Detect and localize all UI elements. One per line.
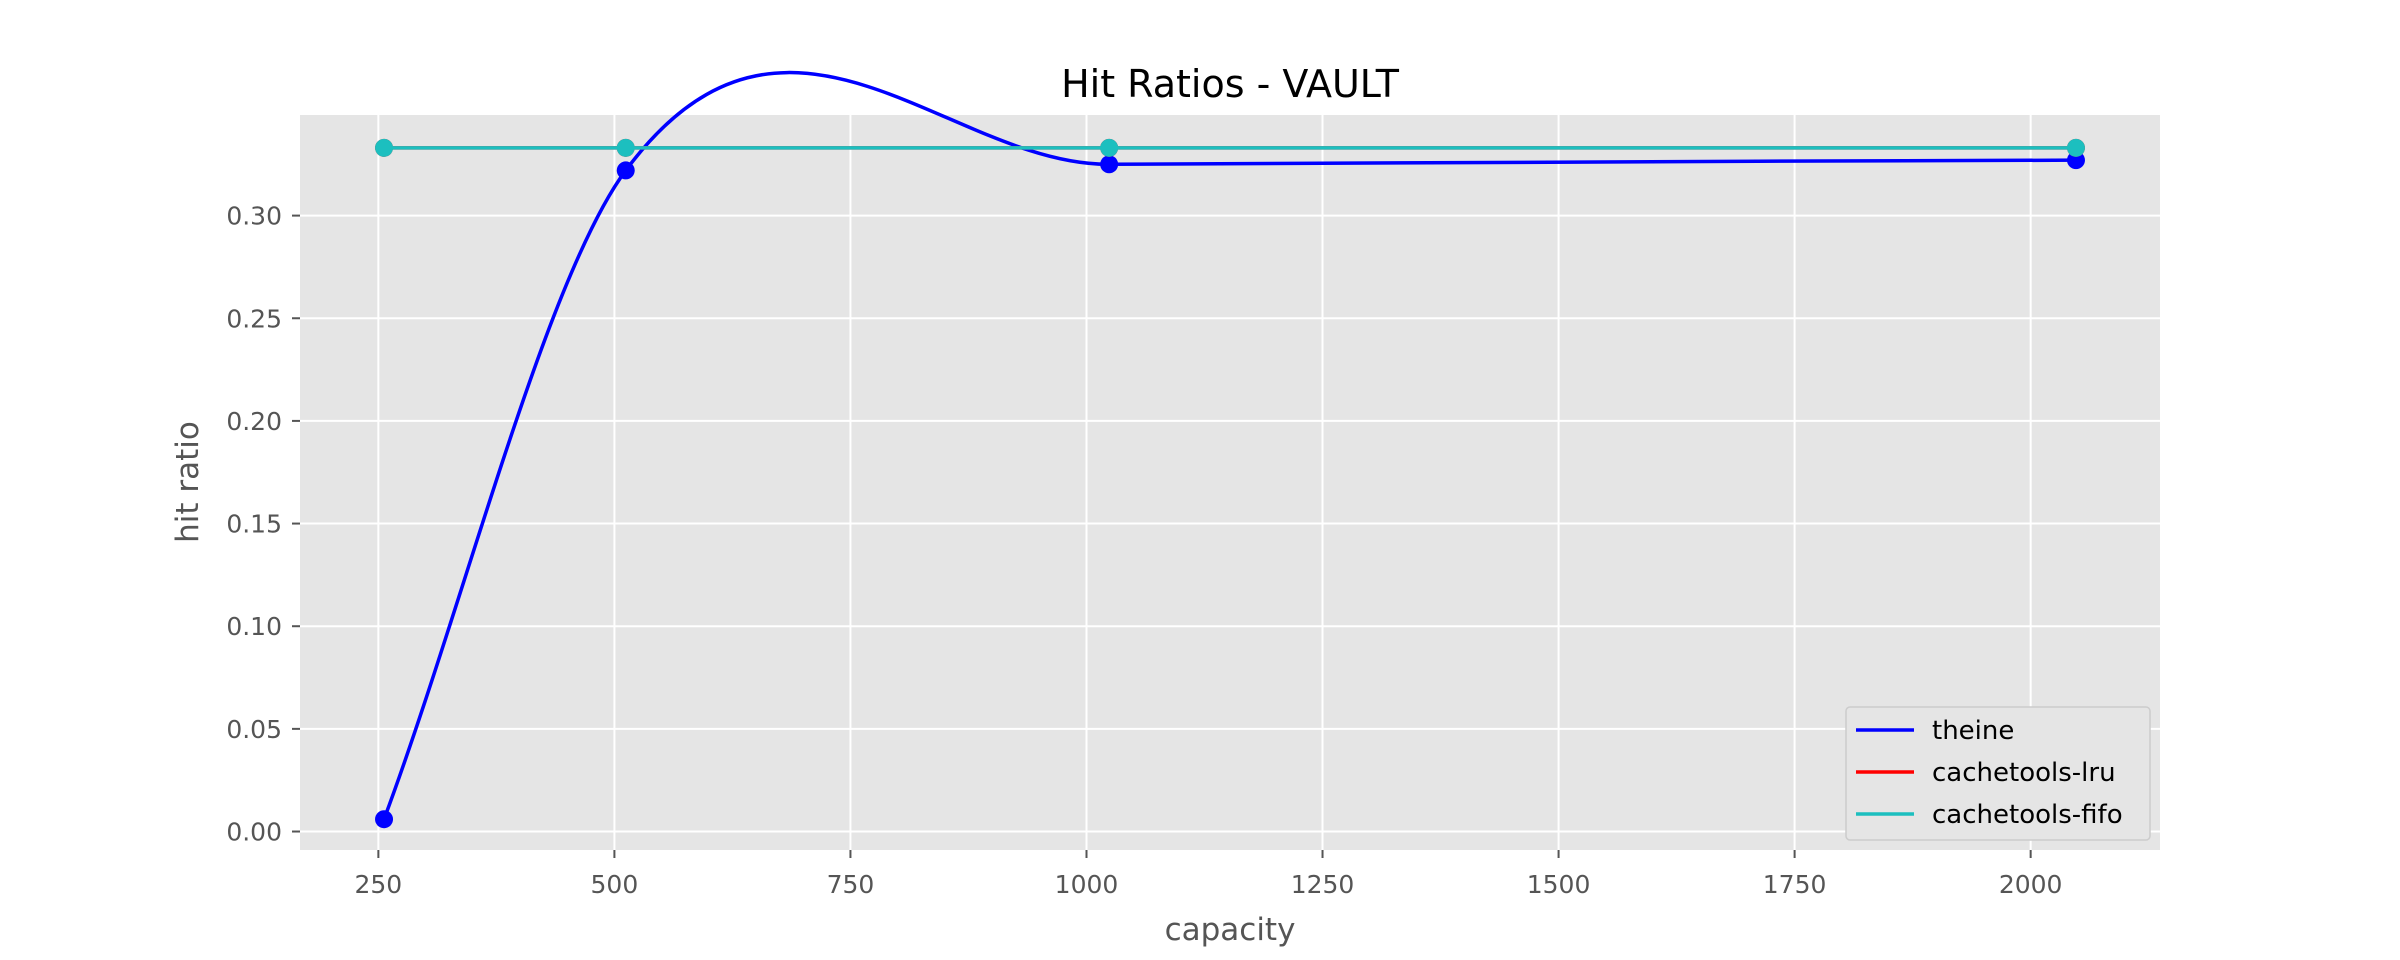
x-axis-label: capacity <box>1165 912 1296 948</box>
legend-label-cachetools-lru: cachetools-lru <box>1932 758 2116 788</box>
legend-label-cachetools-fifo: cachetools-fifo <box>1932 800 2123 830</box>
data-point-theine <box>2066 151 2085 170</box>
x-tick-label: 1750 <box>1763 870 1827 899</box>
data-point-theine <box>375 810 394 829</box>
x-tick-label: 500 <box>591 870 639 899</box>
y-tick-label: 0.10 <box>226 612 282 641</box>
ticks: 250 500 750 1000 1250 1500 1750 2000 0.00 0.05 0.1… <box>226 202 2062 899</box>
y-tick-label: 0.00 <box>226 818 282 847</box>
y-axis-label: hit ratio <box>170 421 206 543</box>
data-point-theine <box>1100 155 1119 174</box>
legend: theine cachetools-lru cachetools-fifo <box>1845 706 2151 841</box>
data-point-cachetools-fifo <box>1100 138 1119 157</box>
x-tick-label: 1250 <box>1291 870 1355 899</box>
y-tick-label: 0.25 <box>226 304 282 333</box>
x-tick-label: 2000 <box>1999 870 2063 899</box>
data-point-cachetools-fifo <box>616 138 635 157</box>
series-theine <box>375 70 2085 829</box>
data-point-cachetools-fifo <box>2066 138 2085 157</box>
data-point-theine <box>616 161 635 180</box>
chart-title: Hit Ratios - VAULT <box>1061 62 1400 106</box>
y-tick-label: 0.20 <box>226 407 282 436</box>
series-line-theine <box>382 70 2076 820</box>
x-tick-label: 250 <box>355 870 403 899</box>
series-group <box>375 70 2085 829</box>
y-tick-label: 0.30 <box>226 202 282 231</box>
legend-box <box>1845 706 2151 841</box>
x-tick-label: 1500 <box>1527 870 1591 899</box>
x-tick-label: 1000 <box>1055 870 1119 899</box>
series-cachetools-fifo <box>375 138 2085 157</box>
x-tick-label: 750 <box>827 870 875 899</box>
y-tick-label: 0.05 <box>226 715 282 744</box>
data-point-cachetools-fifo <box>375 138 394 157</box>
y-tick-label: 0.15 <box>226 510 282 539</box>
legend-label-theine: theine <box>1932 716 2014 746</box>
